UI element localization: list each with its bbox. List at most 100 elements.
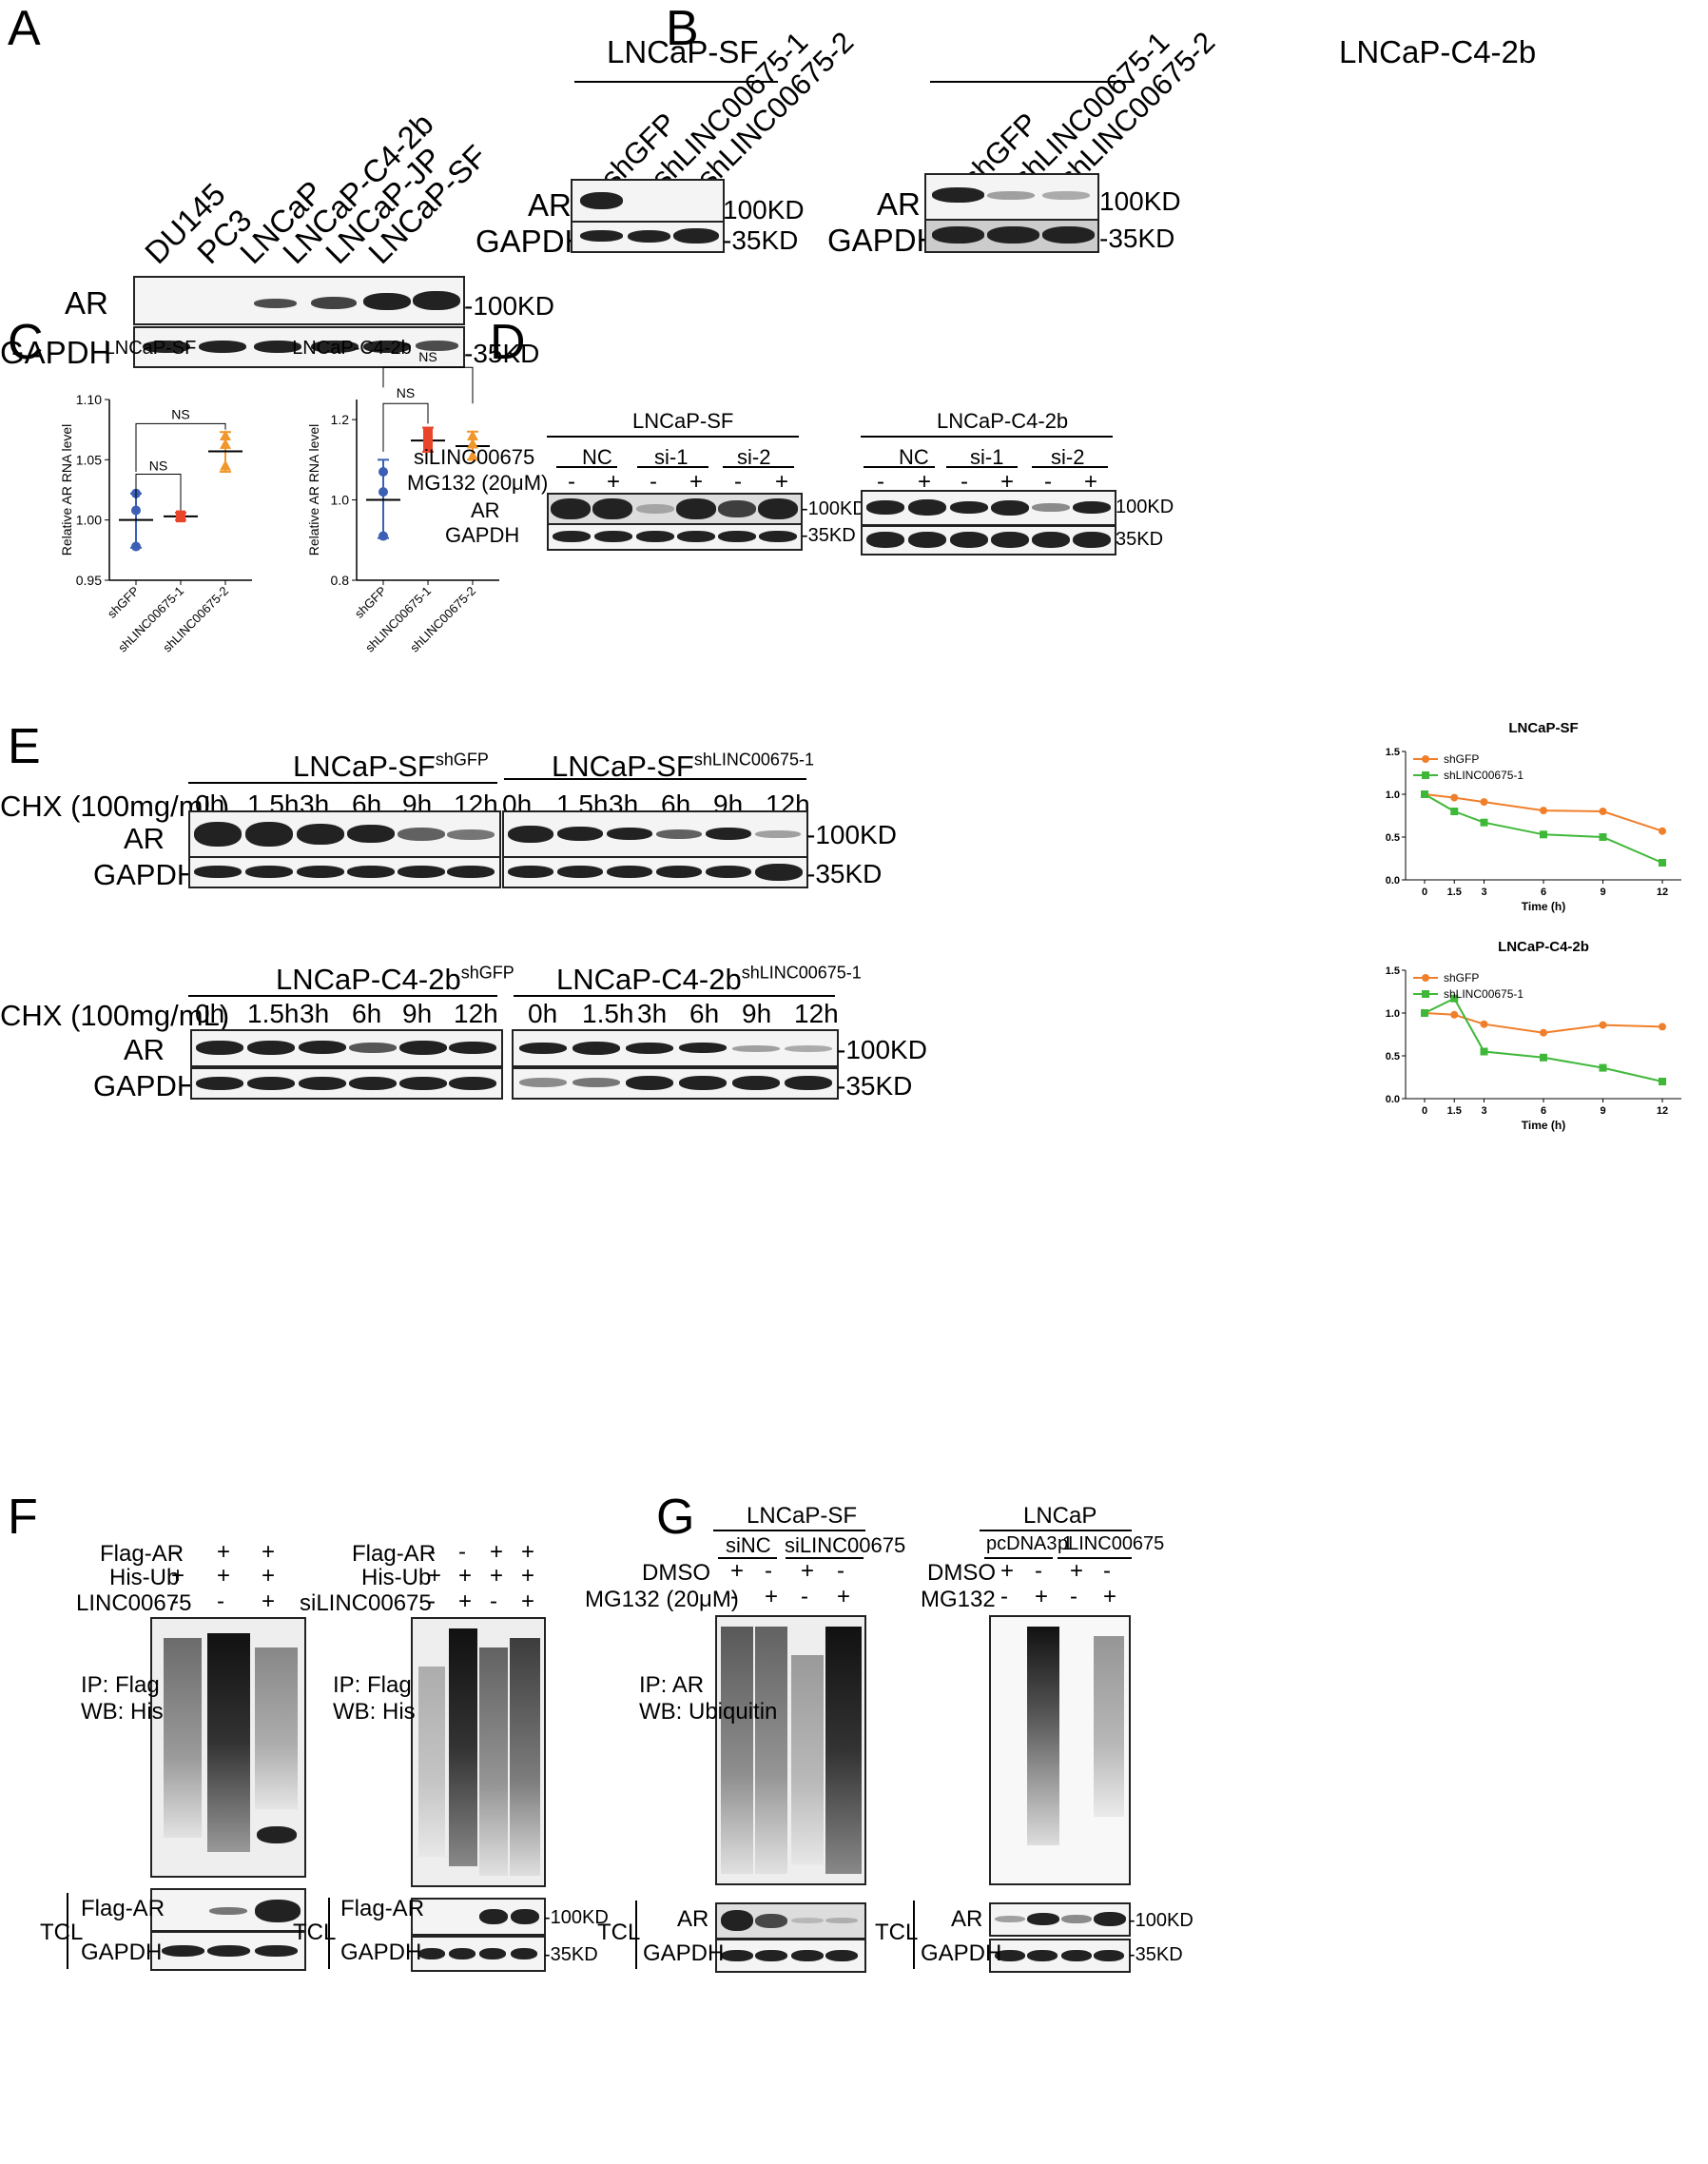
marker-35kd: -35KD <box>544 1944 598 1965</box>
sign: + <box>521 1563 535 1589</box>
sign: - <box>1044 469 1052 495</box>
row-label: Flag-AR <box>81 1896 165 1921</box>
row-label-gapdh: GAPDH <box>93 858 199 891</box>
ns-label: NS <box>418 349 437 364</box>
sign: - <box>877 469 884 495</box>
sign: - <box>1070 1584 1077 1609</box>
marker-35kd: -35KD <box>802 525 856 546</box>
sign: + <box>775 469 789 495</box>
row-label-gapdh: GAPDH <box>445 523 520 547</box>
row-label: LINC00675 <box>76 1590 192 1616</box>
data-point <box>1659 1078 1666 1085</box>
row-label-gapdh: GAPDH <box>827 223 940 258</box>
sign: - <box>171 1539 179 1565</box>
data-point <box>1540 830 1547 839</box>
row-label-ar: AR <box>877 186 921 222</box>
data-point <box>1659 859 1666 867</box>
blot-gapdh-c42b <box>924 219 1099 253</box>
data-point <box>1659 827 1666 835</box>
marker-100kd: -100KD <box>837 1035 927 1064</box>
sign: + <box>801 1558 815 1584</box>
marker-100kd: 100KD <box>723 195 805 224</box>
data-point <box>378 487 388 497</box>
x-tick-label: 9 <box>1600 1105 1605 1117</box>
chart-title: LNCaP-C4-2b <box>292 338 412 359</box>
panel-label-e: E <box>8 719 41 774</box>
y-tick-label: 1.5 <box>1386 965 1400 977</box>
panel-c-charts: LNCaP-SF 0.95 1.00 1.05 1.10 Relative AR RNA … <box>59 338 499 655</box>
data-point <box>378 531 388 541</box>
data-point <box>423 442 433 453</box>
blot-ip-f-right <box>411 1617 546 1887</box>
sign: - <box>961 469 968 495</box>
y-tick-label: 1.2 <box>331 412 350 427</box>
wb-label: WB: Ubiquitin <box>639 1699 778 1725</box>
sign: + <box>217 1539 231 1565</box>
legend-label: shGFP <box>1444 752 1479 766</box>
row-label: AR <box>677 1906 709 1932</box>
time-label: 3h <box>637 999 668 1028</box>
sign: + <box>1084 469 1098 495</box>
data-point <box>220 459 231 471</box>
si-label: NC <box>582 445 612 469</box>
data-point <box>1480 818 1488 827</box>
data-point <box>131 505 141 516</box>
bracket <box>135 422 226 472</box>
si-label: NC <box>899 445 929 469</box>
x-tick-label: 6 <box>1541 887 1546 898</box>
sign: + <box>458 1589 473 1614</box>
sub-label: siLINC00675 <box>785 1533 906 1557</box>
blot-gapdh-e1b <box>502 856 808 888</box>
blot-ar-c42b <box>924 173 1099 221</box>
sub-label: pLINC00675 <box>1058 1533 1165 1554</box>
chx-label: CHX (100mg/mL) <box>0 999 230 1032</box>
blot-ar-g-left <box>715 1902 866 1940</box>
legend-marker <box>1422 974 1429 982</box>
group-label: LNCaP-SF <box>747 1503 858 1529</box>
legend-marker <box>1422 755 1429 763</box>
data-point <box>467 438 478 449</box>
sign: - <box>730 1584 738 1609</box>
cell-title: LNCaP-SFshLINC00675-1 <box>552 750 814 783</box>
panel-label-f: F <box>8 1490 38 1545</box>
y-axis-label: Relative AR RNA level <box>59 424 74 556</box>
group-label: LNCaP-C4-2b <box>937 409 1069 433</box>
sign: + <box>1103 1584 1117 1609</box>
data-point <box>1450 808 1459 815</box>
chart-title: LNCaP-C4-2b <box>1498 939 1589 955</box>
series-line <box>1424 793 1663 832</box>
y-tick-label: 1.0 <box>1386 790 1400 801</box>
blot-gapdh-sf <box>547 523 803 551</box>
data-point <box>220 438 231 449</box>
row-label-ar: AR <box>124 1033 165 1066</box>
si-label: si-2 <box>1051 445 1085 469</box>
blot-ip-g-left <box>715 1615 866 1885</box>
x-tick-label: 0 <box>1422 1105 1427 1117</box>
tcl-label: TCL <box>597 1920 641 1945</box>
y-tick-label: 1.0 <box>331 493 350 508</box>
sign: - <box>1103 1558 1111 1584</box>
wb-label: WB: His <box>81 1699 164 1725</box>
y-tick-label: 1.0 <box>1386 1008 1400 1020</box>
sign: - <box>837 1558 844 1584</box>
y-tick-label: 0.5 <box>1386 1051 1400 1063</box>
marker-35kd: -35KD <box>723 225 799 255</box>
y-tick-label: 1.10 <box>76 392 102 407</box>
marker-100kd: 100KD <box>1116 497 1174 517</box>
marker-100kd: -100KD <box>544 1907 609 1928</box>
sign: + <box>262 1589 276 1614</box>
time-label: 9h <box>402 999 433 1028</box>
row-label: DMSO <box>927 1560 996 1586</box>
x-tick-label: 9 <box>1600 887 1605 898</box>
time-label: 6h <box>689 999 720 1028</box>
sign: + <box>262 1563 276 1589</box>
row-label-ar: AR <box>65 285 108 321</box>
row-label: GAPDH <box>340 1940 422 1965</box>
series-line <box>1424 793 1663 864</box>
panel-label-d: D <box>490 315 526 370</box>
x-tick-label: shGFP <box>105 584 142 621</box>
blot-ip-f-left <box>150 1617 306 1878</box>
row-label: MG132 (20μM) <box>407 471 549 495</box>
legend-label: shGFP <box>1444 971 1479 985</box>
y-tick-label: 1.5 <box>1386 747 1400 758</box>
